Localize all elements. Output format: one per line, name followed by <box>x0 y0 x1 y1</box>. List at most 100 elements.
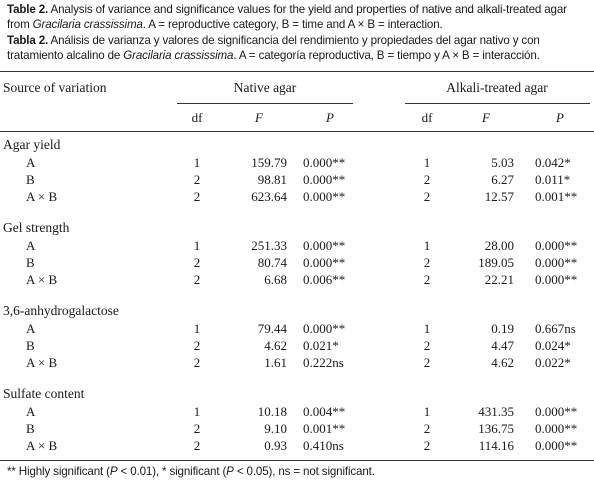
alkali-df-cell: 2 <box>423 338 431 354</box>
native-p-value-cell: 0.001** <box>303 421 346 437</box>
native-df-cell: 2 <box>193 172 201 188</box>
native-p-value-cell: 0.021* <box>303 338 339 354</box>
alkali-p-value-cell: 0.000** <box>535 255 578 271</box>
header-native-agar: Native agar <box>233 80 297 95</box>
native-f-value-cell: 623.64 <box>251 189 287 205</box>
native-df-cell: 1 <box>193 238 201 253</box>
alkali-f-value-cell: 136.75 <box>478 421 514 437</box>
native-p-value-cell: 0.222ns <box>303 355 344 371</box>
native-df-cell: 1 <box>193 321 201 336</box>
row-source: A <box>26 155 36 170</box>
native-p-value-cell: 0.004** <box>303 404 346 419</box>
row-source: A × B <box>26 272 58 288</box>
native-df-cell: 2 <box>193 272 201 288</box>
alkali-f-value-cell: 4.47 <box>491 338 514 354</box>
native-p-value-cell: 0.000** <box>303 321 346 336</box>
row-source: A × B <box>26 189 58 205</box>
alkali-p-value-cell: 0.042* <box>535 155 571 170</box>
alkali-p-value-cell: 0.000** <box>535 238 578 253</box>
native-df-cell: 1 <box>193 155 201 170</box>
section-title: Agar yield <box>3 137 61 152</box>
row-source: B <box>26 172 35 188</box>
caption-text: . A = categoría reproductiva, B = tiempo… <box>233 48 540 62</box>
alkali-f-value-cell: 114.16 <box>478 438 514 454</box>
table-caption-english: Table 2. Analysis of variance and signif… <box>7 3 591 32</box>
native-f-value-cell: 80.74 <box>257 255 287 271</box>
row-source: A × B <box>26 438 58 454</box>
table-footnote: ** Highly significant (P < 0.01), * sign… <box>7 465 375 479</box>
native-f-value-cell: 4.62 <box>264 338 287 354</box>
native-header-rule <box>177 103 353 104</box>
footnote-p-symbol: P <box>109 465 118 478</box>
alkali-df-cell: 2 <box>423 189 431 205</box>
alkali-f-value-cell: 6.27 <box>491 172 514 188</box>
section-title: Gel strength <box>3 220 70 235</box>
header-source: Source of variation <box>3 80 107 95</box>
table-caption-spanish: Tabla 2. Análisis de varianza y valores … <box>7 34 591 63</box>
row-source: B <box>26 421 35 437</box>
caption-label: Tabla 2. <box>7 34 49 47</box>
row-source: B <box>26 338 35 354</box>
caption-species: Gracilaria crassissima <box>123 48 234 62</box>
native-p-value-cell: 0.000** <box>303 155 346 170</box>
alkali-p-value-cell: 0.000** <box>535 272 578 288</box>
row-source: A <box>26 321 36 336</box>
footnote-text: < 0.05), ns = not significant. <box>233 465 375 478</box>
native-df-cell: 2 <box>193 255 201 271</box>
native-f-value-cell: 251.33 <box>251 238 287 253</box>
header-bottom-rule <box>0 131 594 132</box>
caption-text: Analysis of variance and significance va… <box>7 3 567 31</box>
row-source: A <box>26 238 36 253</box>
section-title: Sulfate content <box>3 386 85 401</box>
alkali-f-value-cell: 431.35 <box>478 404 514 419</box>
native-p-value-cell: 0.000** <box>303 189 346 205</box>
native-f-value-cell: 9.10 <box>264 421 287 437</box>
alkali-p-value-cell: 0.011* <box>535 172 571 188</box>
alkali-df-cell: 2 <box>423 438 431 454</box>
alkali-f-value-cell: 28.00 <box>484 238 514 253</box>
table-bottom-rule <box>0 460 594 461</box>
header-p-native: P <box>326 110 334 125</box>
caption-label: Table 2. <box>7 3 49 16</box>
native-f-value-cell: 6.68 <box>264 272 287 288</box>
alkali-df-cell: 1 <box>423 404 431 419</box>
alkali-f-value-cell: 12.57 <box>484 189 514 205</box>
alkali-p-value-cell: 0.000** <box>535 438 578 454</box>
native-f-value-cell: 159.79 <box>251 155 287 170</box>
header-p-alkali: P <box>556 110 564 125</box>
caption-text: . A = reproductive category, B = time an… <box>142 17 443 31</box>
alkali-f-value-cell: 189.05 <box>478 255 514 271</box>
row-source: B <box>26 255 35 271</box>
header-df-native: df <box>191 110 203 125</box>
alkali-p-value-cell: 0.000** <box>535 404 578 419</box>
native-p-value-cell: 0.000** <box>303 172 346 188</box>
alkali-p-value-cell: 0.024* <box>535 338 571 354</box>
alkali-p-value-cell: 0.022* <box>535 355 571 371</box>
native-p-value-cell: 0.410ns <box>303 438 344 454</box>
native-p-value-cell: 0.000** <box>303 255 346 271</box>
native-p-value-cell: 0.006** <box>303 272 346 288</box>
header-f-native: F <box>255 110 263 125</box>
header-alkali-agar: Alkali-treated agar <box>446 80 548 95</box>
header-f-alkali: F <box>482 110 490 125</box>
header-df-alkali: df <box>421 110 433 125</box>
native-f-value-cell: 10.18 <box>257 404 287 419</box>
native-df-cell: 2 <box>193 438 201 454</box>
native-f-value-cell: 98.81 <box>257 172 287 188</box>
alkali-df-cell: 2 <box>423 172 431 188</box>
alkali-df-cell: 1 <box>423 321 431 336</box>
table-top-rule <box>0 71 594 72</box>
alkali-df-cell: 2 <box>423 272 431 288</box>
alkali-header-rule <box>405 103 590 104</box>
alkali-p-value-cell: 0.001** <box>535 189 578 205</box>
row-source: A <box>26 404 36 419</box>
native-df-cell: 2 <box>193 421 201 437</box>
footnote-p-symbol: P <box>226 465 234 478</box>
alkali-df-cell: 1 <box>423 155 431 170</box>
native-df-cell: 2 <box>193 338 201 354</box>
native-df-cell: 2 <box>193 355 201 371</box>
native-f-value-cell: 0.93 <box>264 438 287 454</box>
footnote-text: ** Highly significant ( <box>7 465 110 478</box>
alkali-f-value-cell: 0.19 <box>491 321 514 336</box>
footnote-text: < 0.01), * significant ( <box>117 465 227 478</box>
